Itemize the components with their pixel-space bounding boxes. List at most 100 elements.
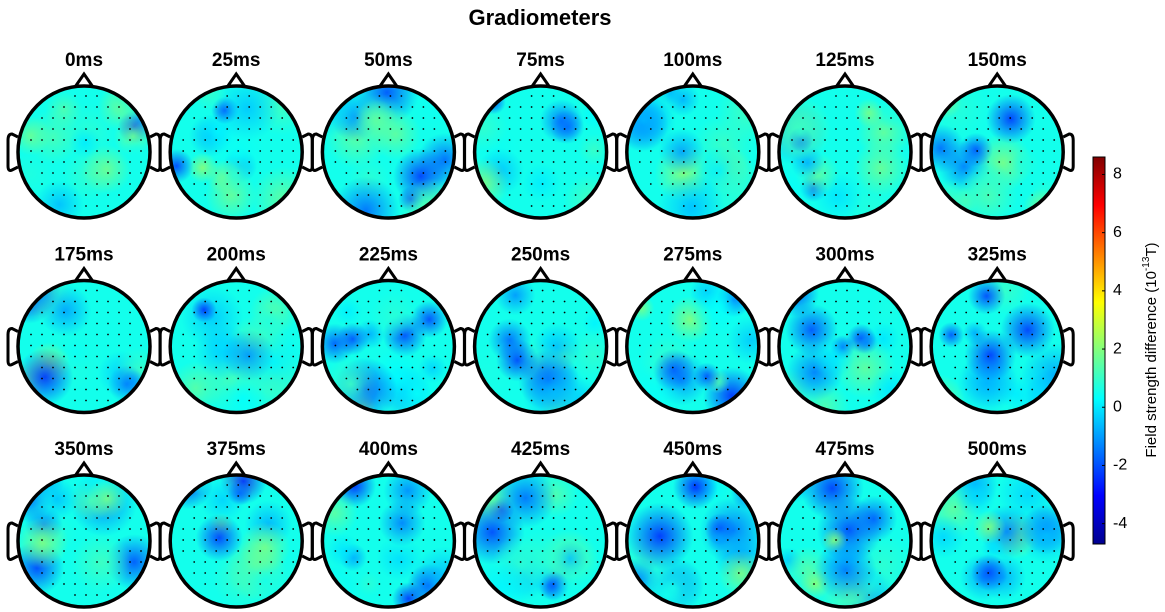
sensor <box>63 300 65 303</box>
sensor <box>1009 495 1012 497</box>
sensor <box>846 572 848 574</box>
sensor <box>1009 572 1012 574</box>
topomap-blob <box>726 316 759 365</box>
sensor <box>704 183 707 185</box>
sensor <box>976 583 979 585</box>
sensor <box>237 506 240 508</box>
sensor <box>389 399 392 402</box>
sensor <box>63 117 65 119</box>
sensor <box>530 95 533 97</box>
sensor <box>193 150 196 152</box>
sensor <box>715 106 718 108</box>
sensor <box>846 150 848 152</box>
sensor <box>563 377 566 380</box>
sensor <box>1031 183 1034 185</box>
sensor <box>813 106 815 108</box>
sensor <box>140 172 142 174</box>
sensor <box>41 550 43 552</box>
sensor <box>204 495 207 497</box>
topomap-blob <box>251 304 287 340</box>
sensor <box>292 344 295 347</box>
sensor <box>530 128 533 130</box>
ear <box>1062 521 1075 561</box>
sensor <box>1042 333 1045 336</box>
sensor <box>519 517 522 519</box>
sensor <box>226 484 229 486</box>
sensor <box>660 150 663 152</box>
sensor <box>715 150 718 152</box>
sensor <box>748 150 751 152</box>
sensor <box>715 139 718 141</box>
sensor <box>879 183 881 185</box>
sensor <box>259 561 262 563</box>
sensor <box>281 550 284 552</box>
sensor <box>574 366 577 369</box>
sensor <box>715 128 718 130</box>
sensor <box>1020 517 1023 519</box>
ear <box>463 326 476 367</box>
sensor <box>400 106 403 108</box>
sensor <box>519 506 522 508</box>
sensor <box>1042 344 1045 347</box>
sensor <box>281 150 284 152</box>
sensor <box>998 139 1001 141</box>
sensor <box>41 139 43 141</box>
sensor <box>649 161 652 163</box>
sensor <box>215 539 218 541</box>
sensor <box>215 377 218 380</box>
sensor <box>486 539 489 541</box>
sensor <box>868 561 870 563</box>
sensor <box>715 495 718 497</box>
sensor <box>660 194 663 196</box>
sensor <box>846 333 848 336</box>
sensor <box>378 322 381 325</box>
sensor <box>813 333 815 336</box>
sensor <box>857 150 859 152</box>
sensor <box>193 572 196 574</box>
sensor <box>868 366 870 369</box>
sensor <box>411 150 414 152</box>
sensor <box>552 528 555 530</box>
sensor <box>85 333 87 336</box>
sensor <box>835 550 837 552</box>
sensor <box>400 484 403 486</box>
sensor <box>737 128 740 130</box>
sensor <box>813 495 815 497</box>
sensor <box>85 128 87 130</box>
sensor <box>193 117 196 119</box>
panel-label: 75ms <box>516 50 565 71</box>
sensor <box>204 139 207 141</box>
colorbar-label-text: Field strength difference (10 <box>1143 271 1160 458</box>
sensor <box>671 117 674 119</box>
sensor <box>508 550 511 552</box>
sensor <box>552 150 555 152</box>
sensor <box>890 572 892 574</box>
sensor <box>204 311 207 314</box>
sensor <box>400 139 403 141</box>
sensor <box>107 106 109 108</box>
sensor <box>226 117 229 119</box>
sensor <box>802 322 804 325</box>
topomap-blob <box>931 515 965 559</box>
sensor <box>857 517 859 519</box>
sensor <box>107 322 109 325</box>
sensor <box>400 528 403 530</box>
sensor <box>378 572 381 574</box>
sensor <box>879 377 881 380</box>
topomap-blob <box>227 480 253 506</box>
sensor <box>270 550 273 552</box>
sensor <box>85 572 87 574</box>
sensor <box>129 322 131 325</box>
sensor <box>726 333 729 336</box>
sensor <box>63 322 65 325</box>
sensor <box>965 139 968 141</box>
sensor <box>497 117 500 119</box>
sensor <box>976 150 979 152</box>
sensor <box>574 377 577 380</box>
nose <box>530 265 551 283</box>
sensor <box>748 161 751 163</box>
sensor <box>389 300 392 303</box>
sensor <box>118 172 120 174</box>
sensor <box>367 106 370 108</box>
sensor <box>965 506 968 508</box>
